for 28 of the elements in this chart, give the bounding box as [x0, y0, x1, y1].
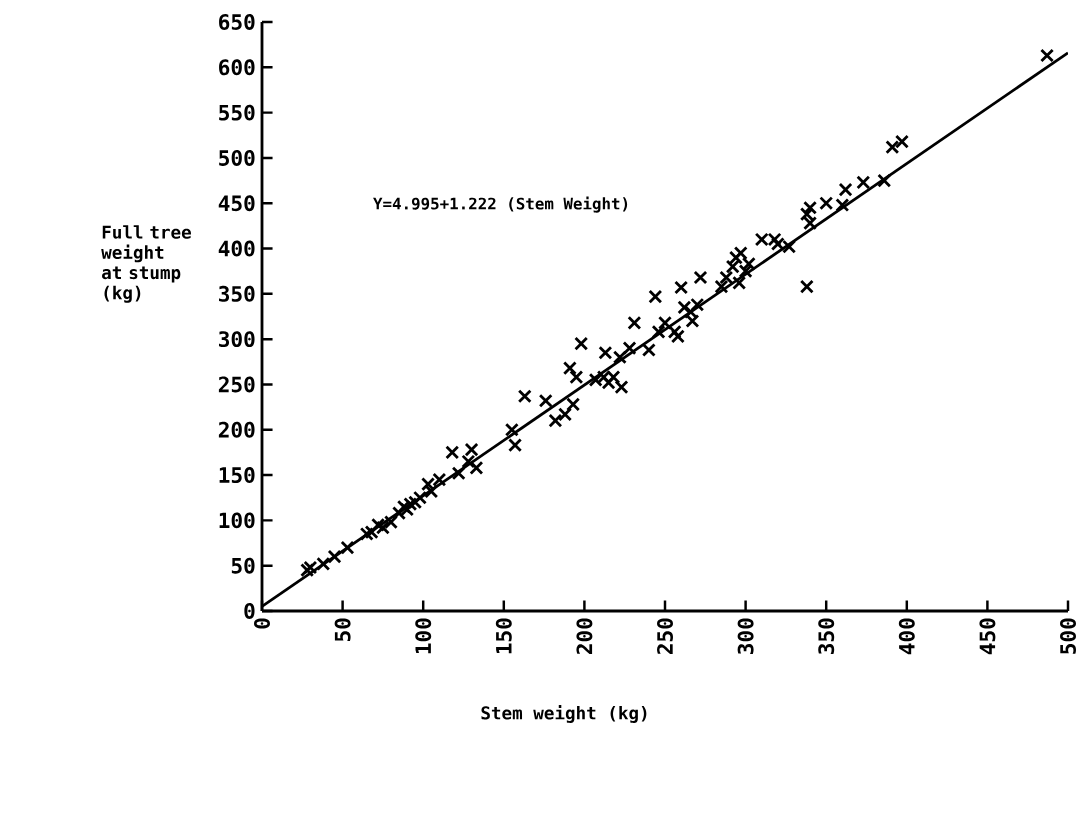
y-tick-label: 150 [219, 467, 255, 484]
x-tick-label: 450 [979, 618, 996, 655]
y-axis-title: Full tree weight at stump (kg) [101, 225, 191, 303]
x-tick-label: 400 [898, 618, 915, 655]
y-tick-label: 650 [219, 14, 255, 30]
y-tick-label: 550 [219, 104, 255, 121]
y-tick-label: 300 [219, 331, 255, 348]
x-tick-label: 500 [1060, 618, 1076, 654]
x-tick-label: 150 [495, 618, 512, 654]
y-tick-label: 50 [231, 557, 255, 574]
y-tick-label: 450 [218, 195, 255, 212]
y-tick-label: 250 [218, 376, 255, 393]
y-tick-label: 0 [244, 603, 255, 619]
x-tick-label: 0 [254, 618, 270, 629]
x-tick-label: 100 [415, 618, 432, 654]
x-axis-title: Stem weight (kg) [481, 705, 647, 723]
x-tick-label: 200 [576, 618, 593, 655]
y-tick-label: 600 [219, 59, 255, 76]
x-tick-label: 250 [657, 618, 673, 655]
y-tick-label: 400 [218, 240, 255, 257]
y-tick-label: 100 [219, 512, 255, 529]
x-tick-label: 350 [818, 618, 835, 654]
y-tick-label: 350 [219, 285, 255, 302]
annotation: Y=4.995+1.222 (Stem Weight) [373, 196, 628, 213]
x-tick-label: 50 [334, 618, 351, 642]
y-tick-label: 500 [219, 149, 255, 166]
x-tick-label: 300 [737, 618, 754, 654]
y-tick-label: 200 [218, 421, 255, 438]
